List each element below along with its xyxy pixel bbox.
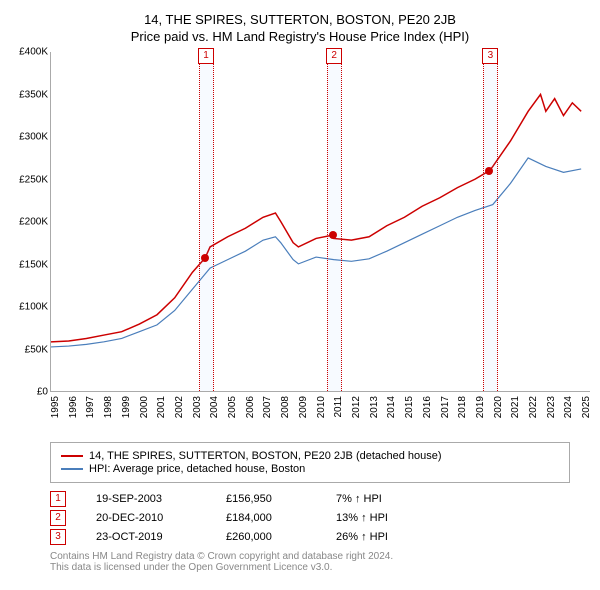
y-tick-label: £400K [19, 47, 48, 58]
sales-row: 3 23-OCT-2019 £260,000 26% ↑ HPI [50, 529, 570, 545]
legend-swatch-hpi [61, 468, 83, 470]
legend-label-hpi: HPI: Average price, detached house, Bost… [89, 463, 305, 475]
sales-row-price: £260,000 [226, 531, 306, 543]
x-tick-label: 2004 [209, 396, 220, 418]
x-tick-label: 2003 [192, 396, 203, 418]
footer-attribution: Contains HM Land Registry data © Crown c… [50, 551, 570, 573]
y-tick-label: £350K [19, 89, 48, 100]
x-tick-label: 2023 [546, 396, 557, 418]
sales-row-date: 19-SEP-2003 [96, 493, 196, 505]
series-line-property [51, 94, 581, 341]
x-tick-label: 2014 [386, 396, 397, 418]
sale-dot [485, 167, 493, 175]
x-tick-label: 2002 [174, 396, 185, 418]
chart-area: £0£50K£100K£150K£200K£250K£300K£350K£400… [50, 52, 590, 392]
chart-title-address: 14, THE SPIRES, SUTTERTON, BOSTON, PE20 … [10, 12, 590, 27]
x-tick-label: 2017 [440, 396, 451, 418]
sale-dot [201, 254, 209, 262]
sale-dot [329, 231, 337, 239]
y-tick-label: £300K [19, 132, 48, 143]
x-tick-label: 2007 [262, 396, 273, 418]
y-tick-label: £200K [19, 217, 48, 228]
y-tick-label: £250K [19, 174, 48, 185]
y-tick-label: £100K [19, 302, 48, 313]
x-axis: 1995 1996 1997 1998 1999 2000 2001 2002 2003 2004… [50, 392, 590, 432]
x-tick-label: 2008 [280, 396, 291, 418]
sale-marker-band: 1 [199, 52, 214, 391]
footer-line1: Contains HM Land Registry data © Crown c… [50, 551, 570, 562]
x-tick-label: 2018 [457, 396, 468, 418]
x-tick-label: 1997 [85, 396, 96, 418]
sales-row-price: £156,950 [226, 493, 306, 505]
x-tick-label: 2012 [351, 396, 362, 418]
sales-table: 1 19-SEP-2003 £156,950 7% ↑ HPI 2 20-DEC-2010… [50, 491, 570, 545]
y-tick-label: £50K [25, 344, 48, 355]
x-tick-label: 2005 [227, 396, 238, 418]
x-tick-label: 2022 [528, 396, 539, 418]
line-chart-svg [51, 52, 590, 391]
sale-marker-number: 3 [482, 48, 498, 64]
chart-subtitle: Price paid vs. HM Land Registry's House … [10, 29, 590, 44]
x-tick-label: 2016 [422, 396, 433, 418]
sales-row-date: 20-DEC-2010 [96, 512, 196, 524]
legend-swatch-property [61, 455, 83, 457]
sales-row-diff: 7% ↑ HPI [336, 493, 416, 505]
legend-label-property: 14, THE SPIRES, SUTTERTON, BOSTON, PE20 … [89, 450, 442, 462]
x-tick-label: 2013 [369, 396, 380, 418]
sales-row-price: £184,000 [226, 512, 306, 524]
x-tick-label: 2006 [245, 396, 256, 418]
sales-row-diff: 13% ↑ HPI [336, 512, 416, 524]
x-tick-label: 1995 [50, 396, 61, 418]
sales-row-number: 1 [50, 491, 66, 507]
sales-row: 2 20-DEC-2010 £184,000 13% ↑ HPI [50, 510, 570, 526]
series-line-hpi [51, 158, 581, 347]
x-tick-label: 2019 [475, 396, 486, 418]
chart-title-block: 14, THE SPIRES, SUTTERTON, BOSTON, PE20 … [10, 12, 590, 44]
x-tick-label: 2020 [493, 396, 504, 418]
sale-marker-number: 1 [198, 48, 214, 64]
sales-row-number: 2 [50, 510, 66, 526]
x-tick-label: 2009 [298, 396, 309, 418]
plot-area: 123 [50, 52, 590, 392]
chart-legend: 14, THE SPIRES, SUTTERTON, BOSTON, PE20 … [50, 442, 570, 483]
x-tick-label: 1998 [103, 396, 114, 418]
sales-row-number: 3 [50, 529, 66, 545]
x-tick-label: 2021 [510, 396, 521, 418]
y-axis: £0£50K£100K£150K£200K£250K£300K£350K£400… [10, 52, 50, 392]
x-tick-label: 2025 [581, 396, 592, 418]
legend-row-property: 14, THE SPIRES, SUTTERTON, BOSTON, PE20 … [61, 450, 559, 462]
x-tick-label: 2001 [156, 396, 167, 418]
x-tick-label: 2015 [404, 396, 415, 418]
y-tick-label: £0 [37, 387, 48, 398]
sales-row: 1 19-SEP-2003 £156,950 7% ↑ HPI [50, 491, 570, 507]
sale-marker-band: 3 [483, 52, 498, 391]
x-tick-label: 2011 [333, 396, 344, 418]
sale-marker-band: 2 [327, 52, 342, 391]
x-tick-label: 2000 [139, 396, 150, 418]
sales-row-diff: 26% ↑ HPI [336, 531, 416, 543]
sales-row-date: 23-OCT-2019 [96, 531, 196, 543]
x-tick-label: 2024 [563, 396, 574, 418]
x-tick-label: 2010 [316, 396, 327, 418]
sale-marker-number: 2 [326, 48, 342, 64]
y-tick-label: £150K [19, 259, 48, 270]
legend-row-hpi: HPI: Average price, detached house, Bost… [61, 463, 559, 475]
x-tick-label: 1996 [68, 396, 79, 418]
footer-line2: This data is licensed under the Open Gov… [50, 562, 570, 573]
x-tick-label: 1999 [121, 396, 132, 418]
